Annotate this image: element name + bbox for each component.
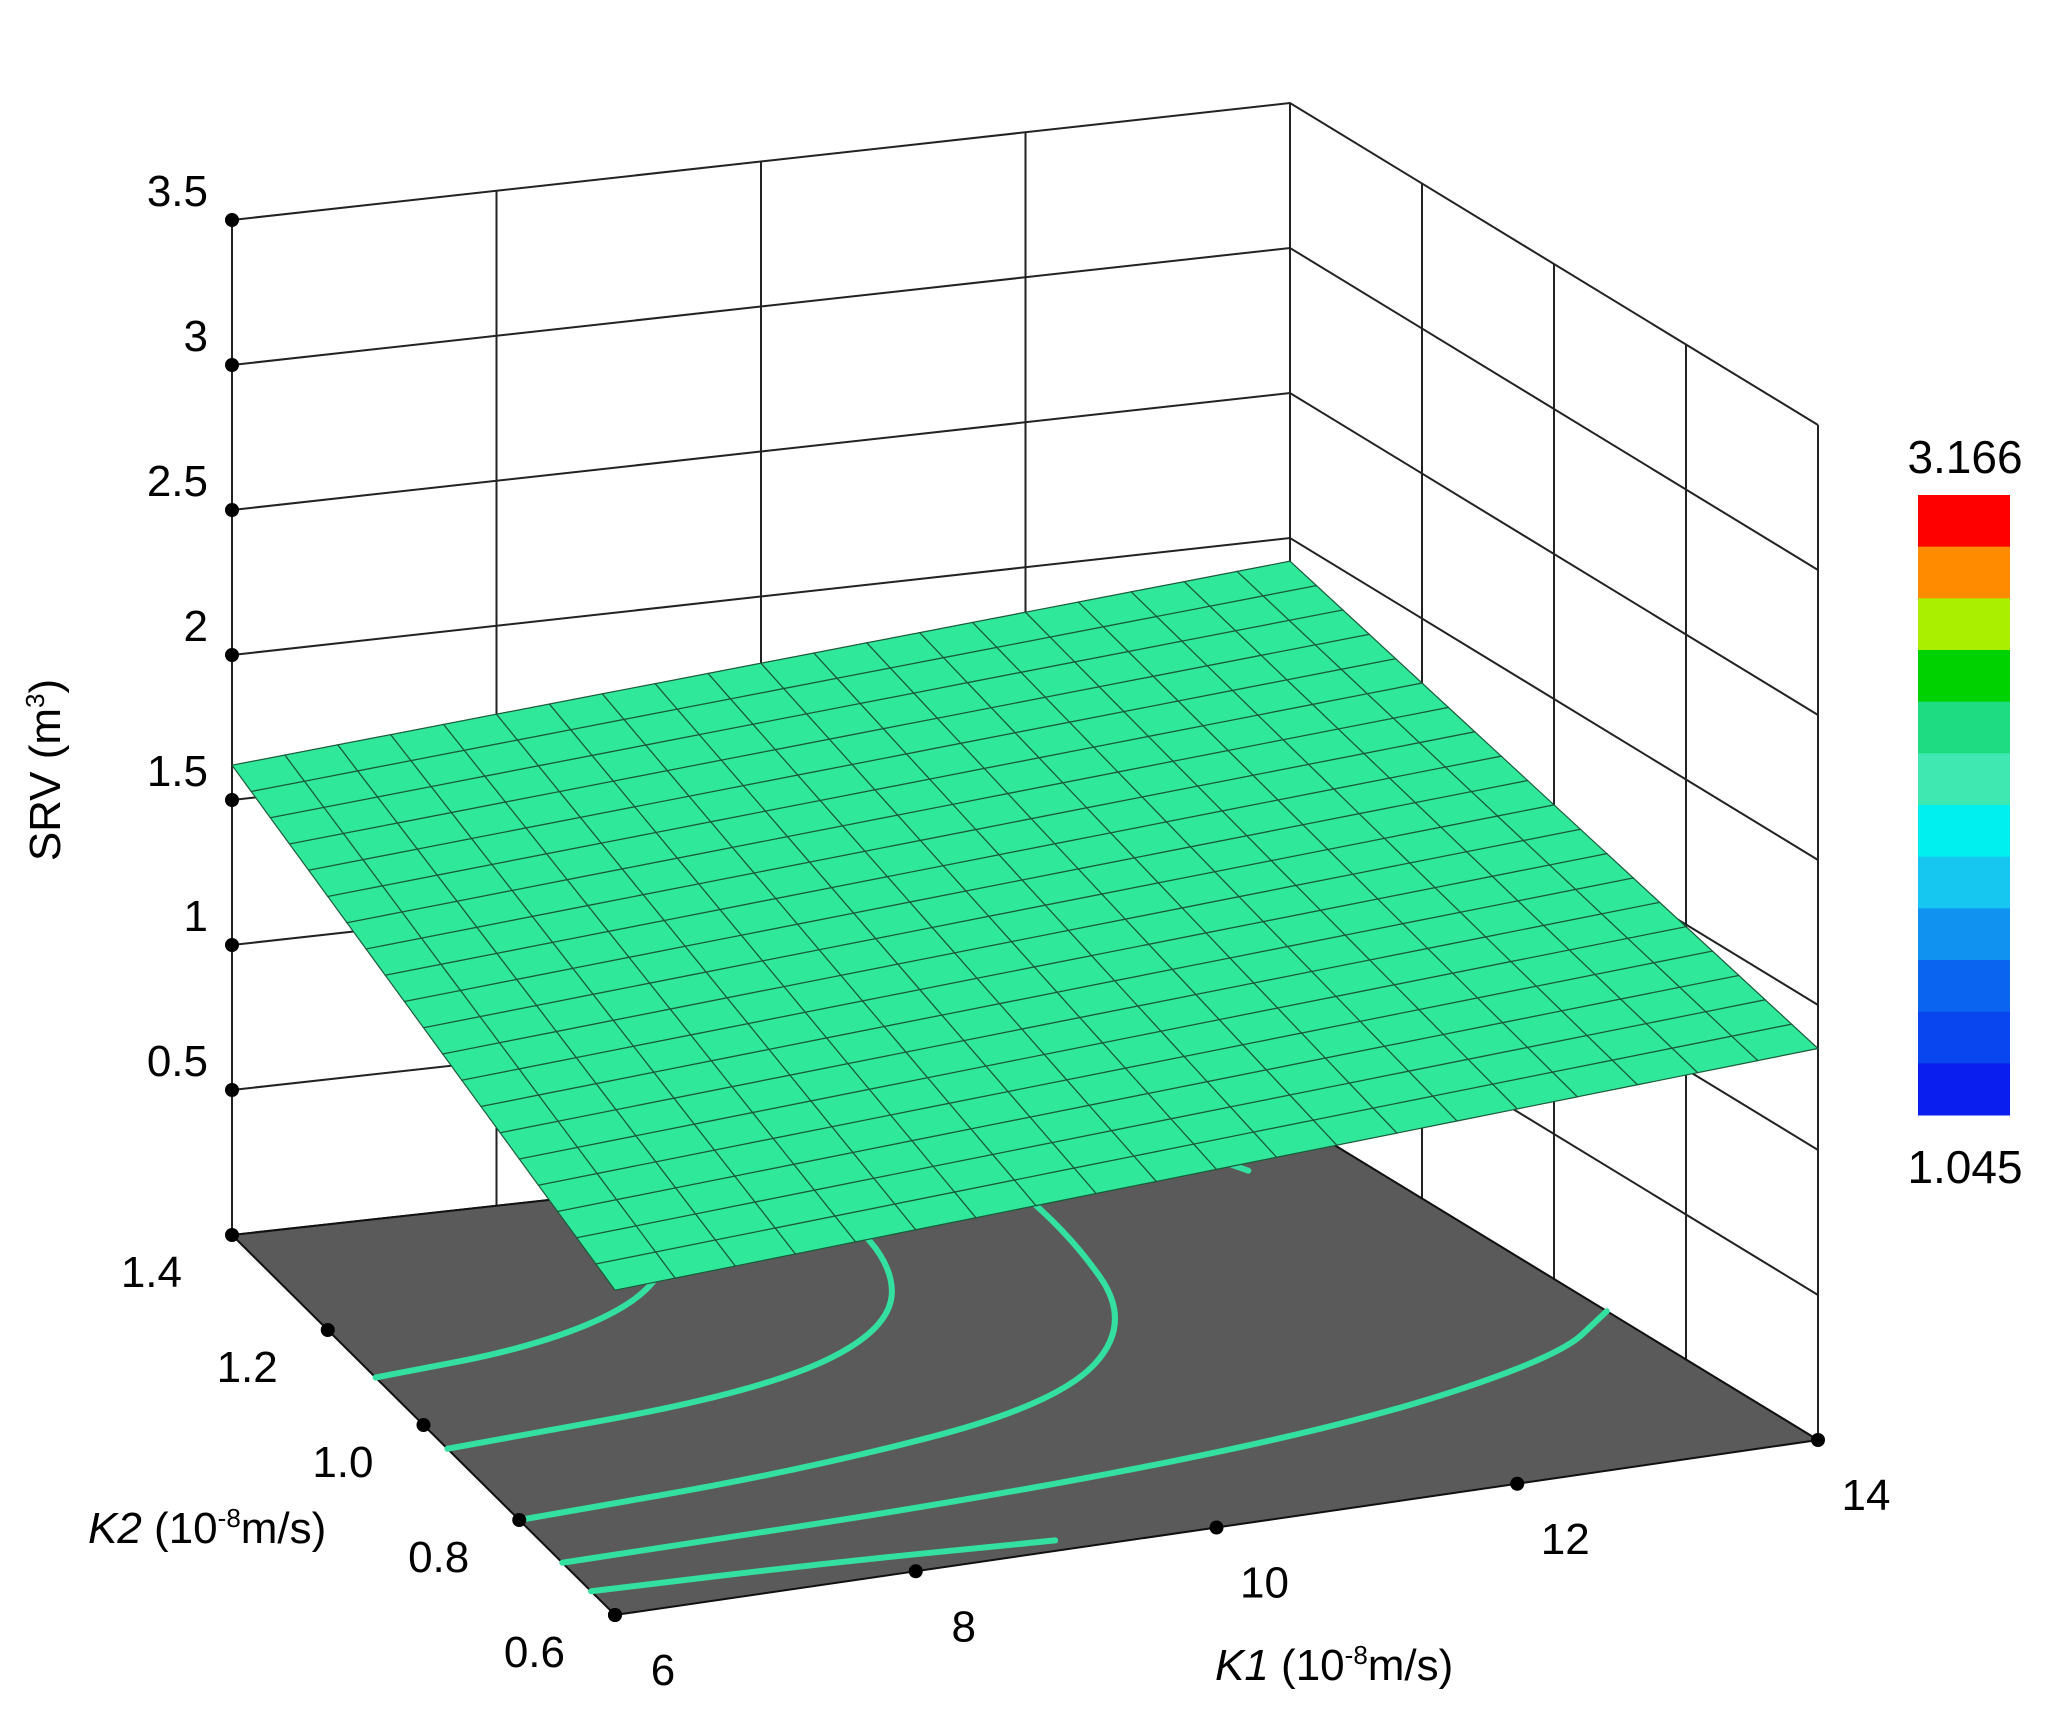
x-tick-point <box>908 1564 923 1579</box>
colorbar-segment <box>1918 1063 2010 1116</box>
colorbar-segment <box>1918 960 2010 1013</box>
x-tick-point <box>1811 1433 1825 1447</box>
colorbar-segment <box>1918 856 2010 909</box>
z-tick-label: 0.5 <box>147 1037 208 1086</box>
x-tick-point <box>608 1608 622 1622</box>
y-tick-label: 1.4 <box>121 1248 182 1297</box>
contour-line <box>588 1537 1059 1595</box>
colorbar-segment <box>1918 1011 2010 1064</box>
z-tick-label: 3.5 <box>147 167 208 216</box>
colorbar-segment <box>1918 546 2010 599</box>
z-tick-label: 1 <box>184 892 208 941</box>
colorbar-max-label: 3.166 <box>1907 431 2022 483</box>
x-axis-label: K1 (10-8m/s) <box>1215 1640 1453 1690</box>
y-tick-label: 1.2 <box>217 1343 278 1392</box>
z-tick-label: 2 <box>184 602 208 651</box>
z-tick-label: 3 <box>184 312 208 361</box>
x-tick-point <box>1510 1476 1525 1491</box>
y-tick-label: 0.8 <box>408 1533 469 1582</box>
z-tick-point <box>225 648 239 662</box>
colorbar-segment <box>1918 805 2010 858</box>
colorbar-min-label: 1.045 <box>1907 1141 2022 1193</box>
z-tick-point <box>225 213 239 227</box>
axis-tick-points <box>225 213 1825 1622</box>
z-tick-label: 1.5 <box>147 747 208 796</box>
colorbar-segment <box>1918 908 2010 961</box>
x-tick-label: 6 <box>651 1646 675 1695</box>
y-tick-point <box>512 1513 527 1527</box>
response-surface <box>230 560 1820 1291</box>
gridline-z-level <box>231 391 1819 716</box>
gridline-z-level <box>231 536 1819 861</box>
x-tick-label: 8 <box>952 1602 976 1651</box>
gridline-z-level <box>231 246 1819 571</box>
contour-line <box>559 1308 1610 1566</box>
colorbar-segment <box>1918 598 2010 651</box>
colorbar-segment <box>1918 753 2010 806</box>
x-tick-point <box>1209 1520 1224 1535</box>
surface-cell <box>1235 560 1318 597</box>
colorbar <box>1918 495 2010 1116</box>
x-tick-label: 12 <box>1541 1515 1590 1564</box>
tick-labels: 0.5 1 1.5 2 2.5 3 3.5 0.6 0.8 1.0 1.2 1.4 6 8 10 12 14 <box>121 167 1891 1695</box>
colorbar-segment <box>1918 701 2010 754</box>
x-tick-label: 10 <box>1240 1559 1289 1608</box>
z-tick-point <box>225 793 239 807</box>
z-tick-point <box>225 938 239 952</box>
colorbar-segment <box>1918 650 2010 703</box>
z-tick-point <box>225 1083 239 1097</box>
x-tick-label: 14 <box>1842 1471 1891 1520</box>
z-tick-point <box>225 358 239 372</box>
y-tick-point <box>320 1323 335 1337</box>
gridline-z-level <box>231 101 1819 426</box>
z-tick-point <box>225 503 239 517</box>
y-axis-label: K2 (10-8m/s) <box>88 1503 326 1553</box>
colorbar-segment <box>1918 495 2010 548</box>
z-axis-label: SRV (m3) <box>20 679 70 861</box>
y-tick-point <box>225 1228 239 1242</box>
y-tick-label: 1.0 <box>312 1438 373 1487</box>
z-tick-label: 2.5 <box>147 457 208 506</box>
y-tick-point <box>416 1418 431 1432</box>
y-tick-label: 0.6 <box>504 1628 565 1677</box>
